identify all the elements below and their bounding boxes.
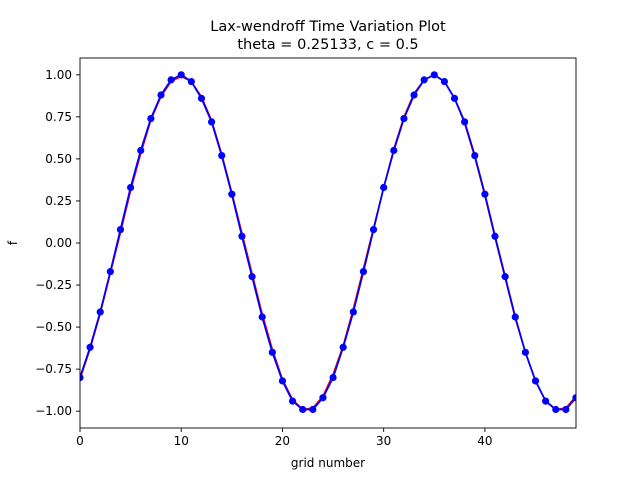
series-1-point <box>106 267 114 276</box>
series-1-point <box>481 190 489 198</box>
series-1-point <box>521 348 529 356</box>
series-1-point <box>197 94 206 102</box>
y-tick-label: 0.00 <box>45 236 72 250</box>
chart-title: Lax-wendroff Time Variation Plot <box>210 19 446 35</box>
series-1-point <box>552 405 560 414</box>
series-1-point <box>288 397 297 405</box>
series-1-point <box>369 225 378 234</box>
x-axis-label: grid number <box>291 456 365 470</box>
series-1-point <box>127 183 135 192</box>
y-tick-label: −0.75 <box>35 362 72 376</box>
series-1-point <box>278 377 287 385</box>
y-tick-label: −0.25 <box>35 278 72 292</box>
x-tick-label: 10 <box>174 434 189 448</box>
series-1-point <box>177 71 185 79</box>
series-1-point <box>390 146 398 155</box>
series-1-point <box>309 405 317 414</box>
x-axis: 0 10 20 30 40 <box>76 428 493 448</box>
series-1-point <box>238 232 246 240</box>
series-1-point <box>319 394 327 402</box>
y-tick-label: −1.00 <box>35 404 72 418</box>
series-1-point <box>167 76 175 84</box>
series-1-point <box>511 313 519 321</box>
series-1-point <box>420 76 428 84</box>
x-tick-label: 30 <box>376 434 391 448</box>
y-tick-label: 0.75 <box>45 110 72 124</box>
series-1-point <box>380 183 388 192</box>
series-1-point <box>228 190 236 198</box>
series-1-point <box>400 114 408 123</box>
chart-subtitle: theta = 0.25133, c = 0.5 <box>237 37 418 53</box>
series-1-point <box>116 225 125 234</box>
series-1-point <box>410 91 418 99</box>
series-1-point <box>572 394 576 402</box>
series-1-point <box>349 308 357 316</box>
series-1-point <box>440 77 449 86</box>
series-1-point <box>359 267 368 276</box>
series-1-point <box>207 118 216 126</box>
series-1-point <box>299 405 307 414</box>
series-1-point <box>339 343 347 351</box>
series-1-point <box>248 273 256 281</box>
series-1-point <box>218 151 226 160</box>
y-axis-label: f <box>6 240 20 245</box>
series-1-point <box>461 118 469 126</box>
series-layer <box>80 71 576 414</box>
series-1-point <box>80 373 84 382</box>
series-1-point <box>471 151 479 160</box>
series-1-point <box>137 146 145 155</box>
series-1 <box>80 71 576 414</box>
series-1-point <box>562 405 570 414</box>
y-axis: −1.00 −0.75 −0.50 −0.25 0.00 0.25 0.50 0.75 1.00 <box>35 68 80 418</box>
y-tick-label: 0.50 <box>45 152 72 166</box>
series-1-point <box>491 232 499 240</box>
series-1-point <box>187 77 195 86</box>
x-tick-label: 40 <box>477 434 492 448</box>
y-tick-label: 1.00 <box>45 68 72 82</box>
series-1-point <box>430 71 438 79</box>
series-1-point <box>147 114 155 123</box>
series-1-point <box>268 348 276 356</box>
series-1-point <box>157 91 165 99</box>
series-1-point <box>258 313 266 321</box>
series-1-point <box>501 273 509 281</box>
series-1-point <box>329 373 337 382</box>
series-1-point <box>542 397 550 405</box>
y-tick-label: 0.25 <box>45 194 72 208</box>
series-1-point <box>450 94 459 102</box>
x-tick-label: 20 <box>275 434 290 448</box>
x-tick-label: 0 <box>76 434 84 448</box>
series-1-point <box>86 343 94 351</box>
series-1-point <box>531 377 540 385</box>
y-tick-label: −0.50 <box>35 320 72 334</box>
series-1-point <box>96 308 104 316</box>
